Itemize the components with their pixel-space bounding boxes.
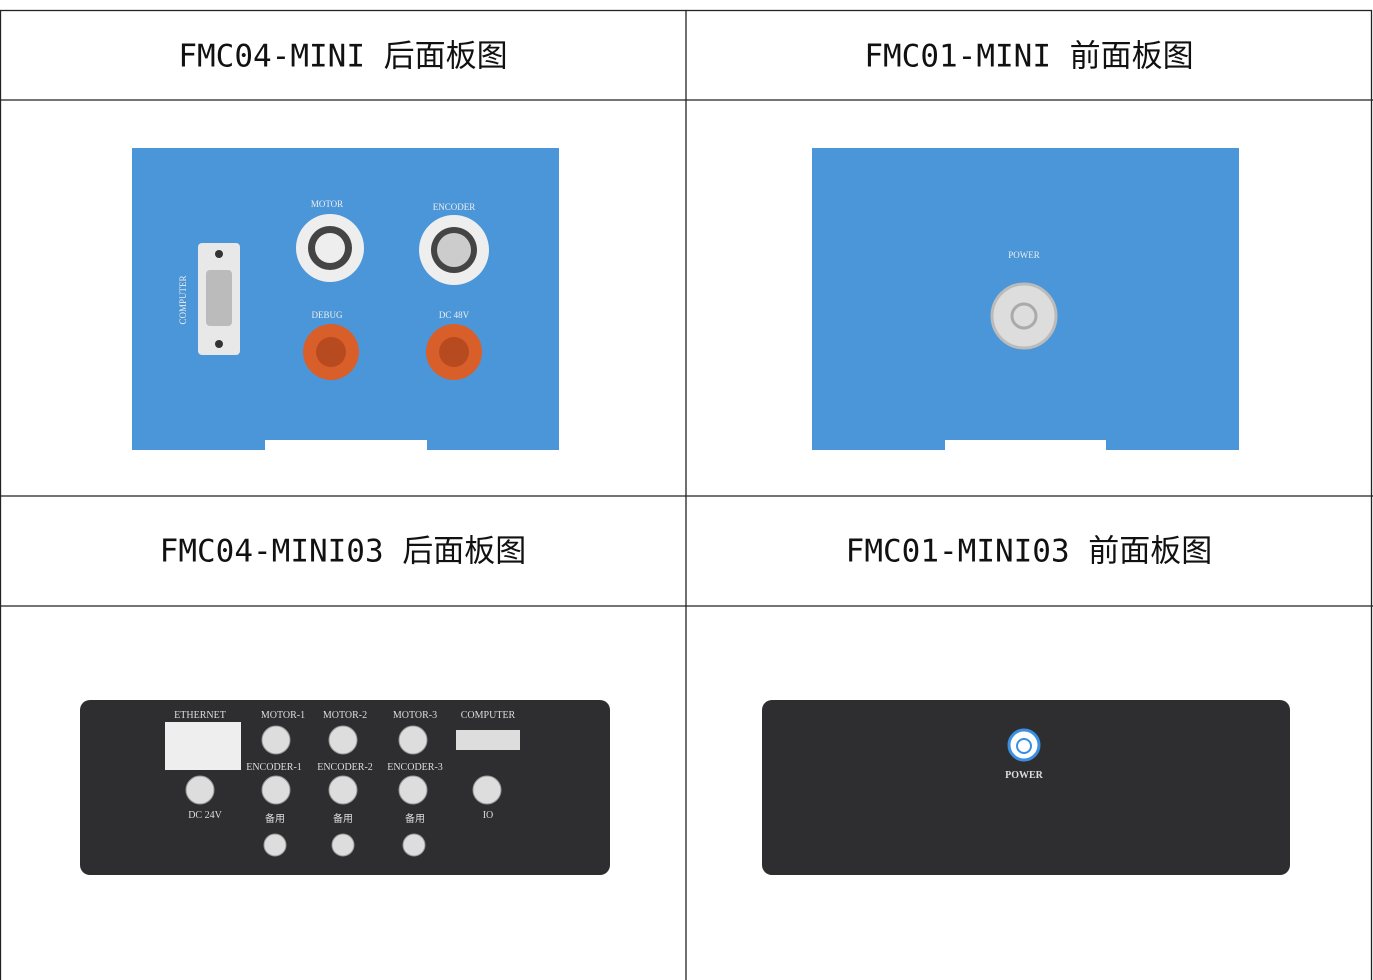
table-grid xyxy=(0,9,1373,980)
label: ENCODER-1 xyxy=(246,762,302,773)
header: FMC04-MINI03 后面板图 xyxy=(160,534,527,570)
label: DC 24V xyxy=(188,810,222,821)
label: 备用 xyxy=(333,812,353,825)
header: FMC01-MINI03 前面板图 xyxy=(846,534,1213,570)
panel-front-03: POWER xyxy=(762,700,1290,875)
header: FMC04-MINI 后面板图 xyxy=(178,39,507,75)
label: DC 48V xyxy=(439,310,470,320)
label: MOTOR xyxy=(311,199,343,209)
label: MOTOR-3 xyxy=(393,710,437,721)
label: MOTOR-1 xyxy=(261,710,305,721)
label: ENCODER-3 xyxy=(387,762,443,773)
label: ENCODER xyxy=(433,202,476,212)
label: COMPUTER xyxy=(178,275,188,324)
label: 备用 xyxy=(265,812,285,825)
label: ENCODER-2 xyxy=(317,762,373,773)
label: MOTOR-2 xyxy=(323,710,367,721)
label: POWER xyxy=(1005,770,1044,781)
panel-rear: MOTOR ENCODER COMPUTER DEBUG DC 48V xyxy=(132,148,559,452)
label: DEBUG xyxy=(312,310,343,320)
label: POWER xyxy=(1008,250,1040,260)
label: IO xyxy=(483,810,494,821)
header: FMC01-MINI 前面板图 xyxy=(864,39,1193,75)
label: ETHERNET xyxy=(174,710,226,721)
label: COMPUTER xyxy=(461,710,516,721)
panel-front: POWER xyxy=(812,148,1239,452)
label: 备用 xyxy=(405,812,425,825)
panel-rear-03: ETHERNET MOTOR-1 MOTOR-2 MOTOR-3 COMPUTE… xyxy=(80,700,610,875)
